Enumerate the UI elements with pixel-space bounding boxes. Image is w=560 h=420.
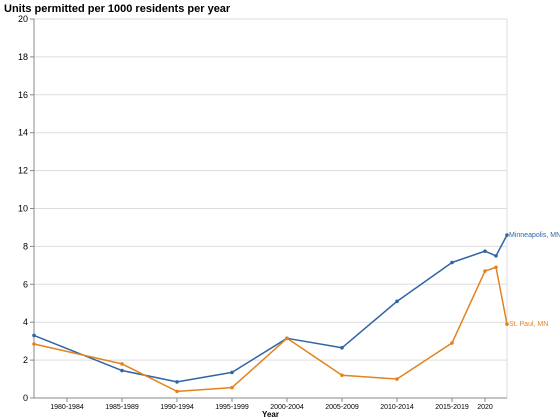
data-point: [175, 389, 179, 394]
data-point: [483, 269, 487, 273]
data-point: [450, 341, 454, 345]
x-tick-label: 1980-1984: [50, 404, 84, 411]
data-point: [494, 265, 498, 270]
data-point: [120, 362, 124, 366]
labels-group: 0 2 4 6 8 10 12 14 16 18 20 1980-1984 1985-1989 1990-…: [18, 14, 560, 411]
data-point: [32, 342, 36, 346]
data-point: [340, 373, 344, 378]
y-tick-label: 4: [23, 317, 28, 327]
data-point: [120, 368, 124, 373]
x-tick-label: 1995-1999: [215, 404, 249, 411]
data-point: [230, 370, 234, 375]
data-point: [505, 233, 509, 237]
y-tick-label: 10: [18, 204, 28, 214]
x-tick-label: 2020: [477, 404, 493, 411]
data-point: [32, 333, 36, 338]
x-axis-title: Year: [262, 410, 279, 419]
gridlines: [34, 18, 508, 399]
data-point: [505, 322, 509, 326]
axes: [30, 18, 507, 402]
y-tick-label: 14: [18, 128, 28, 138]
x-tick-label: 1985-1989: [105, 404, 139, 411]
series-group: [32, 233, 509, 394]
data-point: [395, 299, 399, 304]
x-tick-label: 2010-2014: [380, 404, 414, 411]
y-tick-label: 6: [23, 279, 28, 289]
x-tick-label: 2015-2019: [435, 404, 469, 411]
x-tick-label: 2000-2004: [270, 404, 304, 411]
data-point: [494, 254, 498, 258]
data-point: [395, 377, 399, 381]
y-tick-label: 0: [23, 393, 28, 403]
y-tick-label: 8: [23, 241, 28, 251]
y-tick-label: 16: [18, 90, 28, 100]
data-point: [285, 336, 289, 341]
x-tick-label: 2005-2009: [325, 404, 359, 411]
y-tick-label: 18: [18, 52, 28, 62]
y-tick-label: 2: [23, 355, 28, 365]
data-point: [340, 345, 344, 350]
series-label: St. Paul, MN: [509, 321, 548, 328]
data-point: [450, 260, 454, 265]
chart-title: Units permitted per 1000 residents per y…: [4, 3, 231, 15]
y-tick-label: 20: [18, 14, 28, 24]
x-tick-label: 1990-1994: [160, 404, 194, 411]
y-tick-label: 12: [18, 166, 28, 176]
data-point: [230, 385, 234, 390]
data-point: [175, 380, 179, 384]
data-point: [483, 249, 487, 253]
series-line: [33, 266, 508, 393]
series-label: Minneapolis, MN: [509, 232, 560, 239]
